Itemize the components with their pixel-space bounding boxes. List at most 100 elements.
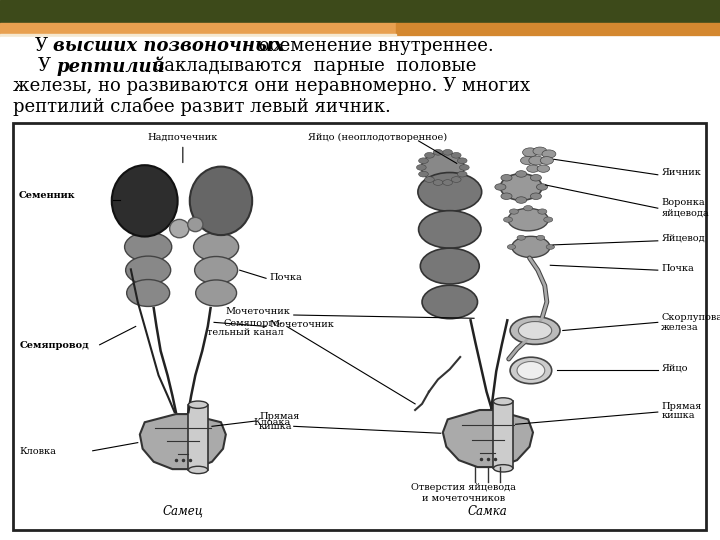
- Ellipse shape: [546, 245, 554, 249]
- Ellipse shape: [542, 150, 556, 158]
- Ellipse shape: [538, 209, 547, 214]
- Polygon shape: [443, 410, 533, 467]
- Ellipse shape: [493, 464, 513, 472]
- Text: Семенник: Семенник: [19, 191, 75, 200]
- Ellipse shape: [457, 158, 467, 164]
- Ellipse shape: [425, 177, 434, 183]
- Bar: [396, 23, 720, 35]
- Ellipse shape: [493, 398, 513, 405]
- Ellipse shape: [457, 171, 467, 177]
- Ellipse shape: [527, 165, 539, 172]
- Ellipse shape: [531, 174, 541, 181]
- Ellipse shape: [533, 147, 547, 155]
- Ellipse shape: [443, 150, 452, 155]
- Ellipse shape: [418, 172, 482, 211]
- Ellipse shape: [495, 184, 506, 190]
- Ellipse shape: [425, 152, 434, 158]
- Text: Семяпорго-: Семяпорго-: [224, 319, 284, 328]
- Ellipse shape: [537, 165, 549, 172]
- Ellipse shape: [170, 219, 189, 238]
- Ellipse shape: [528, 156, 544, 165]
- Text: железы, но развиваются они неравномерно. У многих: железы, но развиваются они неравномерно.…: [13, 77, 530, 96]
- Ellipse shape: [433, 180, 443, 185]
- Text: Яйцо (неоплодотворенное): Яйцо (неоплодотворенное): [307, 133, 447, 141]
- Ellipse shape: [420, 248, 480, 284]
- Bar: [189, 404, 208, 470]
- Text: Самец: Самец: [162, 504, 203, 517]
- Text: Отверстия яйцевода: Отверстия яйцевода: [411, 483, 516, 492]
- Ellipse shape: [510, 357, 552, 384]
- Ellipse shape: [443, 180, 452, 185]
- Text: Клоака: Клоака: [253, 418, 290, 427]
- Text: яйцевода: яйцевода: [661, 208, 709, 217]
- Text: высших позвоночных: высших позвоночных: [53, 37, 284, 55]
- Bar: [0, 23, 396, 35]
- Bar: [0, 37, 720, 238]
- Text: железа: железа: [661, 323, 699, 332]
- Text: У: У: [35, 37, 53, 55]
- Text: Прямая: Прямая: [259, 413, 300, 421]
- Text: Кловка: Кловка: [20, 447, 57, 456]
- Text: У: У: [38, 57, 57, 75]
- Text: Воронка: Воронка: [661, 198, 705, 207]
- Ellipse shape: [451, 152, 461, 158]
- Ellipse shape: [544, 217, 553, 222]
- Ellipse shape: [194, 233, 238, 261]
- Ellipse shape: [418, 171, 428, 177]
- Ellipse shape: [451, 177, 461, 183]
- Ellipse shape: [516, 197, 527, 203]
- Ellipse shape: [508, 245, 516, 249]
- Ellipse shape: [433, 150, 443, 155]
- Ellipse shape: [540, 157, 554, 164]
- Text: Надпочечник: Надпочечник: [148, 133, 218, 163]
- Text: Мочеточник: Мочеточник: [225, 307, 290, 316]
- Ellipse shape: [510, 209, 518, 214]
- Text: Прямая: Прямая: [661, 402, 701, 411]
- Ellipse shape: [112, 165, 178, 237]
- Ellipse shape: [189, 401, 208, 408]
- Ellipse shape: [501, 193, 512, 199]
- Ellipse shape: [125, 232, 172, 261]
- Ellipse shape: [503, 217, 513, 222]
- Ellipse shape: [422, 285, 477, 319]
- Ellipse shape: [421, 152, 464, 183]
- Ellipse shape: [418, 211, 481, 248]
- Ellipse shape: [536, 235, 545, 240]
- Text: Почка: Почка: [661, 265, 694, 273]
- Text: рептилий слабее развит левый яичник.: рептилий слабее развит левый яичник.: [13, 97, 391, 116]
- Text: Яичник: Яичник: [661, 168, 701, 177]
- Text: Яйцевод: Яйцевод: [661, 234, 705, 243]
- Text: Скорлуповая: Скорлуповая: [661, 313, 720, 322]
- Ellipse shape: [416, 165, 426, 170]
- Ellipse shape: [531, 193, 541, 199]
- Ellipse shape: [536, 184, 547, 190]
- Text: закладываются  парные  половые: закладываются парные половые: [143, 57, 476, 75]
- Bar: [0, 0, 720, 24]
- Ellipse shape: [516, 171, 527, 177]
- Ellipse shape: [517, 361, 545, 380]
- Ellipse shape: [418, 158, 428, 164]
- Ellipse shape: [188, 218, 203, 232]
- Bar: [0, 34, 396, 39]
- Ellipse shape: [500, 174, 542, 200]
- Ellipse shape: [194, 256, 238, 284]
- Text: рептилий: рептилий: [56, 56, 165, 76]
- Text: тельный канал: тельный канал: [207, 328, 284, 338]
- Text: Семяпровод: Семяпровод: [20, 341, 90, 349]
- Ellipse shape: [196, 280, 237, 306]
- Ellipse shape: [518, 321, 552, 340]
- Ellipse shape: [517, 235, 526, 240]
- Text: Яйцо: Яйцо: [661, 363, 688, 373]
- Bar: [493, 401, 513, 468]
- Ellipse shape: [512, 237, 550, 258]
- Text: осеменение внутреннее.: осеменение внутреннее.: [253, 37, 494, 55]
- Text: и мочеточников: и мочеточников: [422, 494, 505, 503]
- Ellipse shape: [523, 148, 538, 157]
- Ellipse shape: [459, 165, 469, 170]
- Ellipse shape: [125, 256, 171, 284]
- Text: Самка: Самка: [468, 505, 508, 518]
- Ellipse shape: [523, 206, 533, 211]
- Ellipse shape: [127, 280, 170, 307]
- Bar: [13, 123, 706, 530]
- Ellipse shape: [508, 208, 548, 231]
